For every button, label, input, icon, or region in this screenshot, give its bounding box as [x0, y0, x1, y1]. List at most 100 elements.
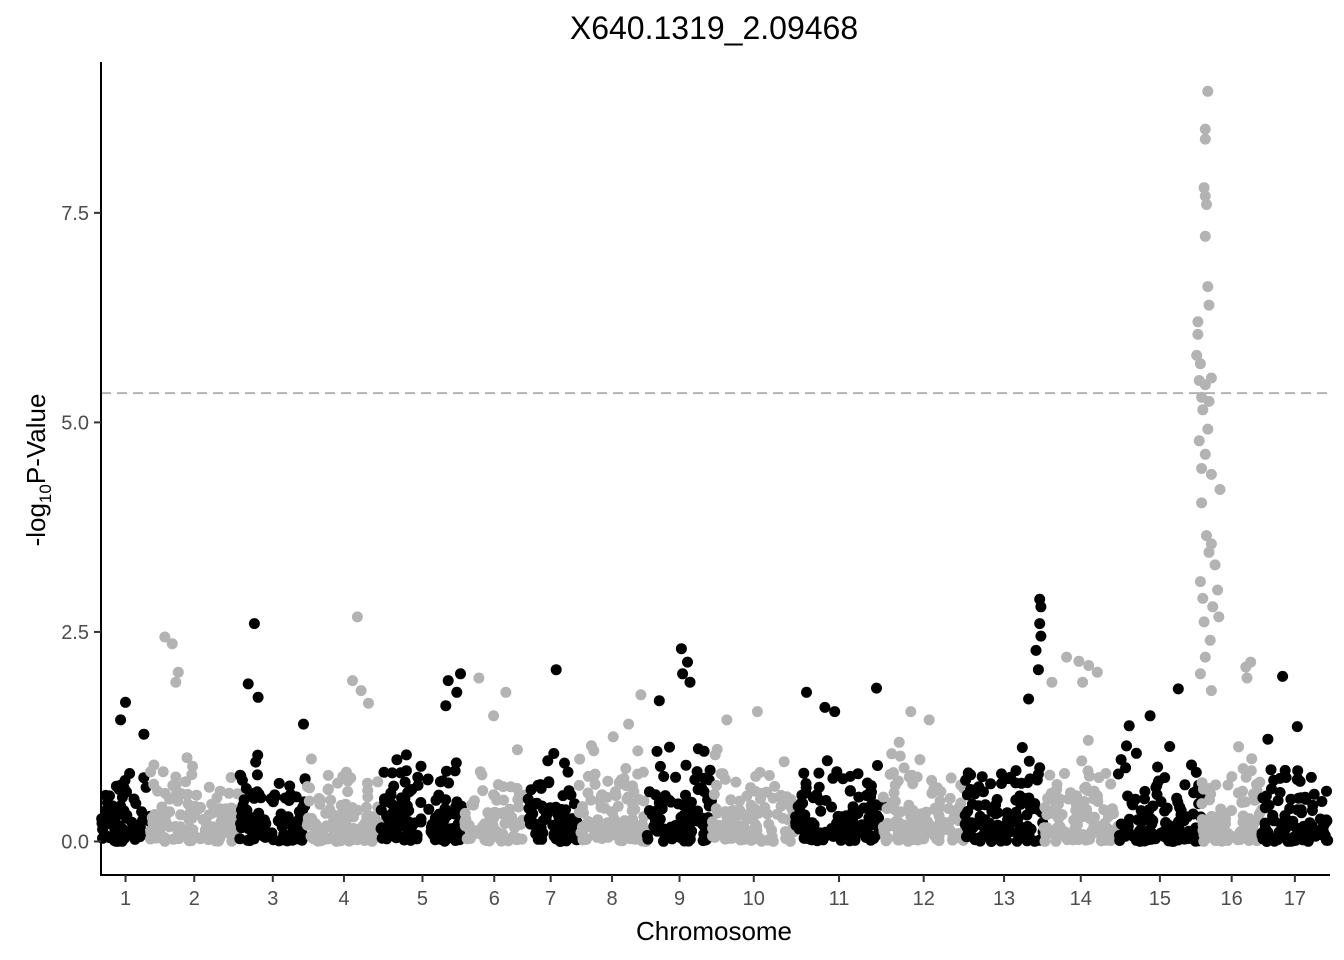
snp-point-chr13	[974, 835, 986, 847]
snp-point-chr12	[913, 820, 925, 831]
snp-point-chr7	[525, 799, 537, 811]
snp-point-chr2	[214, 785, 226, 797]
snp-point-chr15	[1171, 792, 1183, 804]
snp-point-chr5	[415, 760, 427, 772]
snp-point-chr12	[880, 832, 892, 844]
snp-point-chr2	[175, 809, 187, 821]
x-tick-label: 16	[1221, 888, 1243, 910]
snp-point-chr13	[976, 771, 988, 783]
peak-point-chr14	[1073, 655, 1085, 667]
snp-point-chr3	[267, 796, 279, 808]
snp-point-chr6	[460, 813, 472, 825]
snp-point-chr2	[207, 807, 218, 819]
peak-point-chr4	[363, 697, 374, 709]
snp-point-chr8	[594, 795, 605, 807]
snp-point-chr12	[905, 811, 917, 823]
snp-point-chr11	[832, 810, 844, 822]
snp-point-chr11	[870, 815, 882, 827]
snp-point-chr13	[992, 819, 1004, 831]
snp-point-chr10	[777, 812, 789, 824]
peak-point-chr17	[1277, 670, 1289, 682]
snp-point-chr10	[734, 795, 745, 807]
peak-point-chr5	[440, 700, 452, 712]
peak-point-chr7	[550, 664, 562, 676]
snp-point-chr16	[1206, 810, 1218, 822]
peak-point-chr8	[623, 718, 635, 730]
snp-point-chr12	[898, 762, 910, 774]
snp-point-chr10	[763, 818, 775, 830]
snp-point-chr2	[163, 793, 175, 805]
snp-point-chr3	[287, 834, 298, 846]
snp-point-chr10	[725, 794, 737, 806]
snp-point-chr15	[1179, 833, 1191, 845]
snp-point-chr8	[621, 793, 633, 805]
snp-point-chr2	[181, 752, 193, 764]
snp-point-chr16	[1226, 805, 1237, 816]
snp-point-chr12	[903, 799, 915, 811]
snp-point-chr17	[1257, 792, 1269, 804]
snp-point-chr15	[1121, 740, 1132, 752]
peak-point-chr16	[1198, 182, 1210, 194]
snp-point-chr1	[125, 824, 137, 836]
snp-point-chr16	[1232, 787, 1244, 799]
x-axis-title: Chromosome	[636, 916, 792, 946]
snp-point-chr4	[360, 801, 372, 813]
x-tick-label: 15	[1149, 888, 1171, 910]
peak-point-chr13	[1035, 630, 1047, 642]
snp-point-chr3	[234, 833, 246, 845]
snp-point-chr15	[1134, 824, 1146, 836]
peak-point-chr16	[1194, 668, 1206, 680]
snp-point-chr12	[886, 748, 898, 760]
snp-point-chr7	[562, 833, 574, 845]
snp-point-chr6	[511, 744, 523, 756]
peak-point-chr16	[1198, 616, 1210, 628]
peak-point-chr16	[1209, 559, 1221, 571]
x-tick-label: 5	[417, 888, 428, 910]
snp-point-chr14	[1076, 811, 1087, 823]
snp-point-chr4	[302, 812, 314, 824]
snp-point-chr13	[1006, 816, 1018, 828]
peak-point-chr16	[1203, 546, 1215, 558]
snp-point-chr14	[1055, 809, 1067, 821]
snp-point-chr17	[1304, 817, 1316, 829]
snp-point-chr16	[1233, 741, 1245, 753]
peak-point-chr9	[653, 695, 665, 707]
snp-point-chr10	[763, 770, 775, 781]
snp-point-chr10	[711, 780, 722, 791]
snp-point-chr12	[889, 795, 901, 807]
snp-point-chr16	[1236, 797, 1248, 808]
snp-point-chr13	[973, 781, 985, 793]
snp-point-chr10	[730, 776, 742, 788]
peak-point-chr14	[1091, 666, 1103, 678]
snp-point-chr17	[1261, 828, 1273, 840]
snp-point-chr12	[953, 802, 965, 813]
peak-point-chr15	[1123, 720, 1135, 732]
peak-point-chr16	[1199, 190, 1211, 202]
snp-point-chr3	[251, 769, 263, 781]
snp-point-chr10	[769, 780, 781, 792]
peak-point-chr16	[1241, 672, 1253, 684]
snp-point-chr12	[889, 779, 901, 791]
snp-point-chr8	[578, 807, 589, 819]
snp-point-chr5	[448, 822, 460, 834]
snp-point-chr1	[124, 768, 136, 779]
peak-point-chr16	[1240, 661, 1252, 673]
snp-point-chr14	[1050, 835, 1062, 847]
peak-point-chr16	[1201, 530, 1212, 542]
snp-point-chr5	[441, 765, 452, 777]
y-tick-label: 0.0	[61, 831, 89, 853]
snp-point-chr4	[343, 835, 355, 847]
snp-point-chr8	[610, 824, 622, 836]
snp-point-chr10	[711, 743, 723, 755]
snp-point-chr11	[844, 835, 856, 847]
snp-point-chr9	[689, 774, 701, 786]
peak-point-chr16	[1199, 133, 1211, 145]
snp-point-chr11	[798, 767, 810, 779]
snp-point-chr3	[279, 792, 291, 804]
snp-point-chr10	[724, 806, 736, 818]
peak-point-chr16	[1214, 484, 1226, 495]
snp-point-chr8	[627, 805, 638, 817]
snp-point-chr17	[1294, 775, 1306, 787]
snp-point-chr15	[1179, 779, 1191, 791]
snp-point-chr16	[1206, 832, 1217, 843]
